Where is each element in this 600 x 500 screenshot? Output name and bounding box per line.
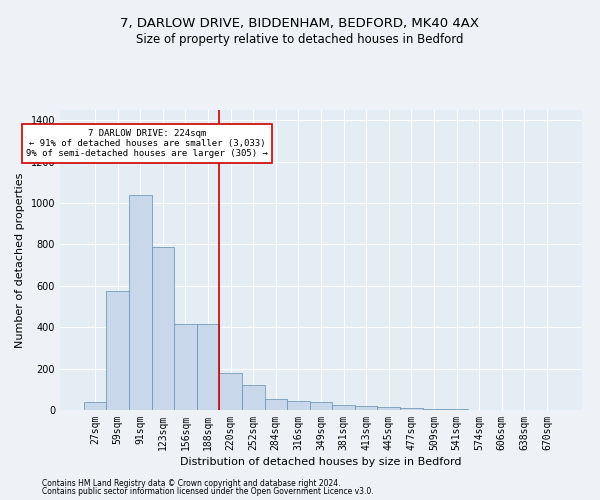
Bar: [400, 408, 422, 410]
X-axis label: Distribution of detached houses by size in Bedford: Distribution of detached houses by size …: [180, 457, 462, 467]
Bar: [265, 398, 287, 410]
Text: Size of property relative to detached houses in Bedford: Size of property relative to detached ho…: [136, 32, 464, 46]
Bar: [310, 402, 332, 410]
Bar: [220, 373, 242, 410]
Bar: [332, 405, 355, 410]
Bar: [84, 402, 106, 410]
Text: Contains HM Land Registry data © Crown copyright and database right 2024.: Contains HM Land Registry data © Crown c…: [42, 478, 341, 488]
Bar: [377, 407, 400, 410]
Y-axis label: Number of detached properties: Number of detached properties: [15, 172, 25, 348]
Bar: [355, 406, 377, 410]
Bar: [242, 385, 265, 410]
Bar: [422, 409, 445, 410]
Bar: [152, 246, 174, 410]
Text: 7, DARLOW DRIVE, BIDDENHAM, BEDFORD, MK40 4AX: 7, DARLOW DRIVE, BIDDENHAM, BEDFORD, MK4…: [121, 18, 479, 30]
Bar: [197, 324, 220, 410]
Text: Contains public sector information licensed under the Open Government Licence v3: Contains public sector information licen…: [42, 487, 374, 496]
Bar: [287, 400, 310, 410]
Bar: [129, 195, 152, 410]
Bar: [106, 291, 129, 410]
Text: 7 DARLOW DRIVE: 224sqm
← 91% of detached houses are smaller (3,033)
9% of semi-d: 7 DARLOW DRIVE: 224sqm ← 91% of detached…: [26, 128, 268, 158]
Bar: [174, 324, 197, 410]
